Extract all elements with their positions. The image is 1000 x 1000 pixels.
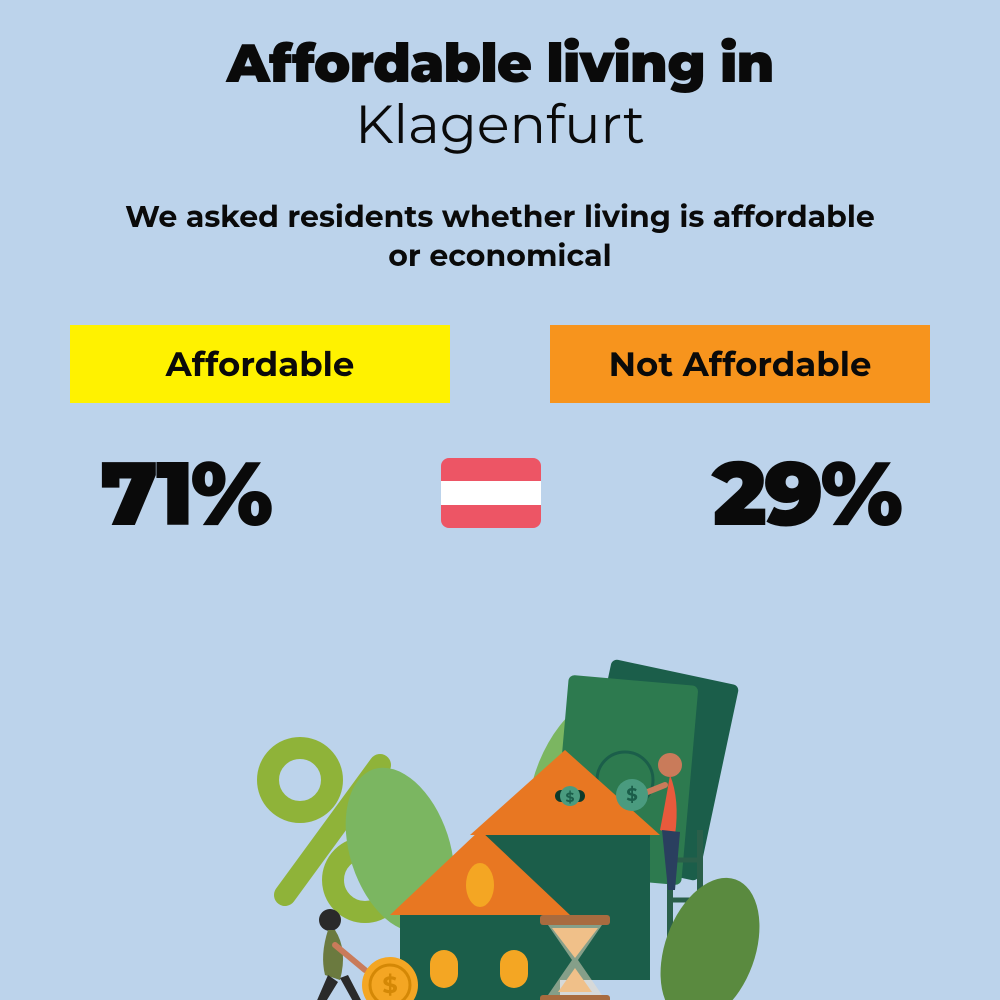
title-city: Klagenfurt [60,91,940,157]
svg-text:$: $ [566,788,575,806]
austria-flag-icon [441,458,541,528]
stat-affordable: Affordable [70,325,450,403]
percent-affordable: 71% [100,438,270,548]
badge-not-affordable: Not Affordable [550,325,930,403]
subtitle: We asked residents whether living is aff… [60,197,940,275]
svg-text:$: $ [382,971,397,1000]
flag-stripe-mid [441,481,541,504]
flag-stripe-top [441,458,541,481]
svg-text:$: $ [626,784,637,806]
badges-row: Affordable Not Affordable [60,325,940,403]
stat-not-affordable: Not Affordable [550,325,930,403]
percent-not-affordable: 29% [712,438,900,548]
title-line1: Affordable living in [60,30,940,96]
housing-illustration: $ $ $ [200,650,800,1000]
flag-stripe-bot [441,505,541,528]
badge-affordable: Affordable [70,325,450,403]
percent-row: 71% 29% [60,438,940,548]
leaf-right-icon [642,864,778,1000]
